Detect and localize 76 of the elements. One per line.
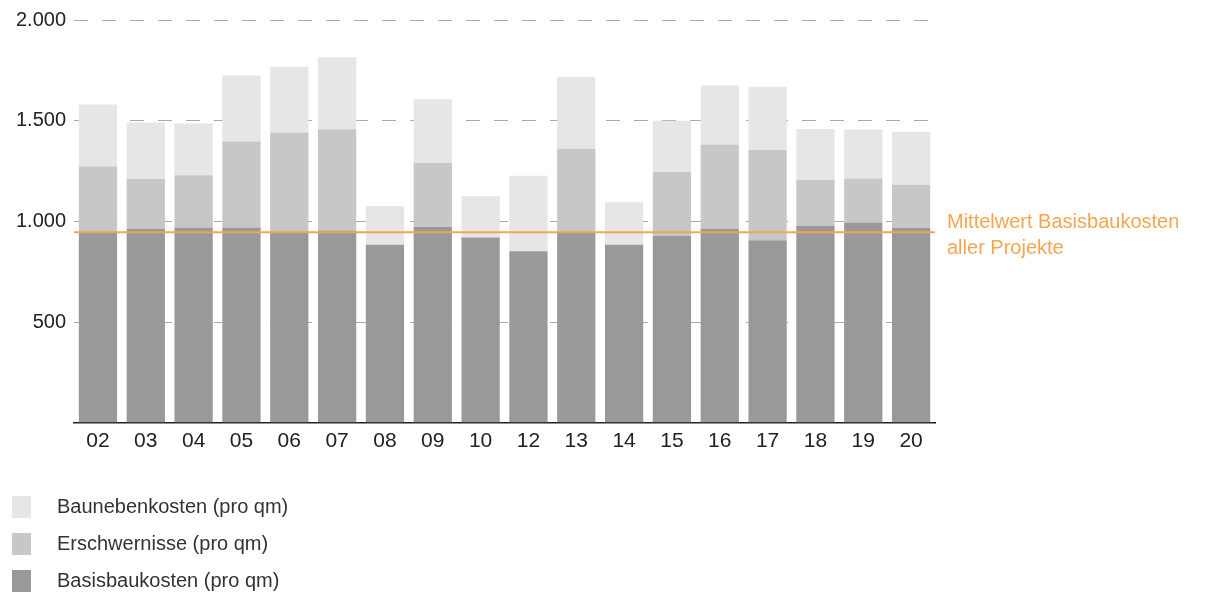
- bar: [748, 240, 787, 423]
- bar: [413, 227, 452, 423]
- x-tick-label: 06: [277, 428, 301, 452]
- bar: [365, 205, 405, 245]
- bar: [174, 227, 213, 423]
- x-tick-label: 20: [899, 428, 923, 452]
- bar: [270, 132, 309, 232]
- y-tick-label: 500: [32, 309, 67, 332]
- bar: [604, 202, 644, 245]
- x-tick-label: 07: [325, 428, 349, 452]
- y-tick-label: 1.000: [15, 208, 67, 231]
- bar: [700, 85, 739, 145]
- bar: [891, 184, 931, 228]
- y-tick-label: 1.500: [15, 108, 67, 131]
- x-tick-label: 08: [373, 428, 397, 452]
- bar: [270, 231, 309, 423]
- x-tick-label: 02: [86, 428, 110, 452]
- bar: [891, 131, 931, 185]
- bar: [222, 141, 261, 228]
- bar: [748, 149, 787, 241]
- bar: [509, 251, 548, 423]
- x-tick-label: 16: [708, 428, 732, 452]
- x-tick-label: 15: [660, 428, 684, 452]
- bar: [317, 57, 357, 130]
- bar: [748, 86, 787, 150]
- bar: [461, 237, 500, 423]
- bar: [796, 226, 835, 423]
- bar: [652, 172, 692, 237]
- bar: [126, 178, 165, 229]
- bar: [174, 175, 213, 228]
- x-tick-label: 19: [851, 428, 875, 452]
- x-tick-label: 04: [181, 428, 206, 452]
- bar: [844, 129, 883, 179]
- ref-line-label: Mittelwert Basisbaukosten aller Projekte: [947, 209, 1180, 258]
- bar: [604, 244, 644, 423]
- x-tick-label: 09: [421, 428, 445, 452]
- bar: [652, 236, 692, 423]
- x-tick-label: 13: [564, 428, 588, 452]
- bar: [174, 123, 213, 176]
- x-tick-label: 14: [612, 428, 637, 452]
- bar: [222, 75, 261, 142]
- x-tick-label: 17: [755, 428, 780, 452]
- bar: [509, 175, 548, 252]
- bar: [796, 180, 835, 227]
- bar: [126, 228, 165, 423]
- y-tick-label: 2.000: [15, 7, 67, 30]
- bar: [78, 166, 118, 232]
- legend-label: Basisbaukosten (pro qm): [57, 569, 280, 592]
- bar: [222, 227, 261, 423]
- x-tick-label: 12: [516, 428, 541, 452]
- bar: [652, 120, 692, 173]
- legend-label: Erschwernisse (pro qm): [57, 532, 269, 555]
- bar: [413, 162, 452, 228]
- x-tick-label: 05: [229, 428, 254, 452]
- x-tick-label: 10: [468, 428, 493, 452]
- bar: [844, 178, 883, 223]
- bar: [365, 244, 405, 423]
- bar: [891, 227, 931, 423]
- bar: [317, 230, 357, 423]
- bar: [461, 196, 500, 238]
- bar: [557, 76, 596, 149]
- bar: [700, 144, 739, 229]
- bar: [557, 148, 596, 232]
- legend-label: Baunebenkosten (pro qm): [57, 495, 289, 518]
- bar: [317, 129, 357, 231]
- bar: [557, 231, 596, 423]
- bar: [78, 104, 118, 167]
- bar: [700, 228, 739, 423]
- x-tick-label: 18: [803, 428, 828, 452]
- bar: [270, 66, 309, 133]
- bar: [126, 122, 165, 179]
- bar: [796, 128, 835, 181]
- x-tick-label: 03: [134, 428, 158, 452]
- bar: [413, 99, 452, 163]
- bar: [844, 222, 883, 423]
- bar: [78, 231, 118, 423]
